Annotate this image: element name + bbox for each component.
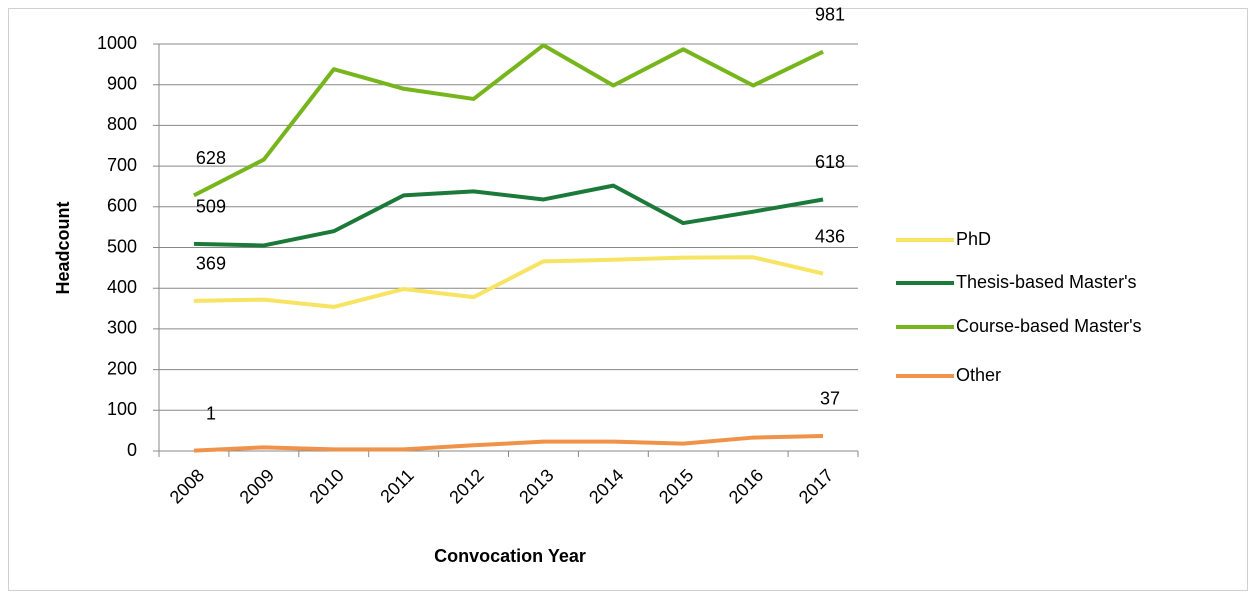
x-tick-label: 2014: [585, 465, 627, 507]
series-line: [193, 433, 824, 453]
y-tick-label: 600: [107, 196, 137, 216]
data-label: 618: [815, 152, 845, 172]
data-label: 628: [196, 148, 226, 168]
legend-label: Other: [956, 365, 1001, 385]
x-tick-label: 2017: [795, 465, 837, 507]
data-label: 369: [196, 254, 226, 274]
y-tick-label: 800: [107, 114, 137, 134]
y-axis-label: Headcount: [53, 201, 73, 294]
y-tick-label: 100: [107, 399, 137, 419]
x-tick-label: 2013: [515, 465, 557, 507]
series-line: [193, 255, 824, 309]
y-tick-label: 0: [127, 440, 137, 460]
y-tick-label: 1000: [97, 33, 137, 53]
y-tick-label: 700: [107, 155, 137, 175]
x-tick-label: 2011: [376, 465, 418, 507]
data-label: 1: [206, 403, 216, 423]
data-label: 37: [820, 389, 840, 409]
x-tick-label: 2016: [725, 465, 767, 507]
y-tick-label: 200: [107, 358, 137, 378]
series-line: [193, 183, 824, 248]
y-tick-label: 300: [107, 318, 137, 338]
y-tick-label: 900: [107, 73, 137, 93]
x-tick-label: 2009: [236, 465, 278, 507]
legend-label: Course-based Master's: [956, 316, 1142, 336]
y-tick-label: 400: [107, 277, 137, 297]
x-tick-label: 2012: [445, 465, 487, 507]
legend-label: Thesis-based Master's: [956, 272, 1137, 292]
series-line: [193, 43, 824, 198]
x-axis-label: Convocation Year: [434, 546, 586, 566]
x-tick-label: 2008: [166, 465, 208, 507]
x-tick-label: 2010: [305, 465, 347, 507]
y-tick-label: 500: [107, 236, 137, 256]
x-tick-label: 2015: [655, 465, 697, 507]
data-label: 509: [196, 197, 226, 217]
data-label: 436: [815, 226, 845, 246]
legend-label: PhD: [956, 229, 991, 249]
data-label: 981: [815, 4, 845, 24]
